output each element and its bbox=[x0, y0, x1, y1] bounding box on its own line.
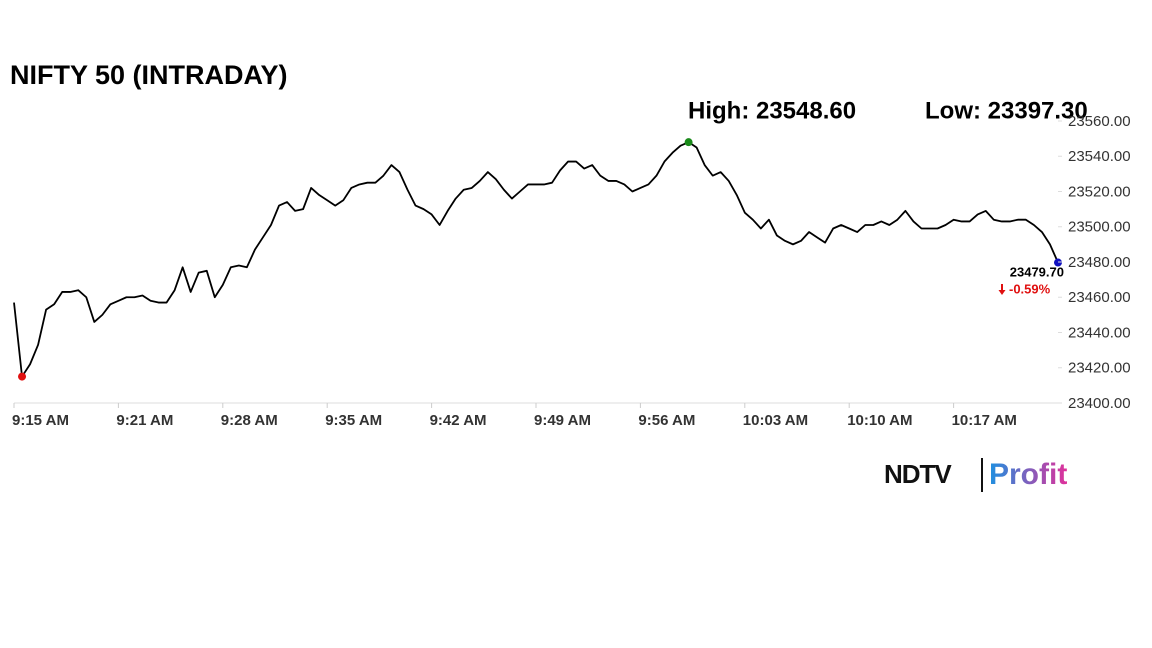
down-arrow bbox=[998, 284, 1006, 295]
y-tick-label: 23460.00 bbox=[1068, 289, 1131, 306]
brand-profit: Profit bbox=[989, 458, 1067, 491]
x-tick-label: 9:35 AM bbox=[325, 412, 382, 429]
x-tick-label: 9:56 AM bbox=[638, 412, 695, 429]
chart-title: NIFTY 50 (INTRADAY) bbox=[10, 60, 288, 90]
high-marker bbox=[684, 138, 693, 147]
x-tick-label: 9:15 AM bbox=[12, 412, 69, 429]
x-tick-label: 9:49 AM bbox=[534, 412, 591, 429]
last-marker bbox=[1054, 258, 1062, 267]
y-tick-label: 23540.00 bbox=[1068, 148, 1131, 165]
y-tick-label: 23500.00 bbox=[1068, 219, 1131, 236]
low-marker bbox=[18, 372, 27, 381]
brand-ndtv: NDTV bbox=[884, 459, 952, 489]
y-tick-label: 23560.00 bbox=[1068, 113, 1131, 130]
x-tick-label: 9:28 AM bbox=[221, 412, 278, 429]
x-tick-label: 9:21 AM bbox=[116, 412, 173, 429]
x-tick-label: 10:10 AM bbox=[847, 412, 912, 429]
change-label: -0.59% bbox=[1009, 281, 1051, 296]
high-label: High: 23548.60 bbox=[688, 97, 856, 124]
y-tick-label: 23480.00 bbox=[1068, 254, 1131, 271]
x-tick-label: 10:03 AM bbox=[743, 412, 808, 429]
y-tick-label: 23520.00 bbox=[1068, 183, 1131, 200]
y-tick-label: 23420.00 bbox=[1068, 360, 1131, 377]
plot bbox=[13, 138, 1062, 381]
y-tick-label: 23400.00 bbox=[1068, 395, 1131, 412]
price-line bbox=[13, 141, 1059, 378]
x-tick-label: 10:17 AM bbox=[952, 412, 1017, 429]
y-tick-label: 23440.00 bbox=[1068, 324, 1131, 341]
low-label: Low: 23397.30 bbox=[925, 97, 1088, 124]
last-value-label: 23479.70 bbox=[1010, 264, 1064, 279]
x-tick-label: 9:42 AM bbox=[430, 412, 487, 429]
